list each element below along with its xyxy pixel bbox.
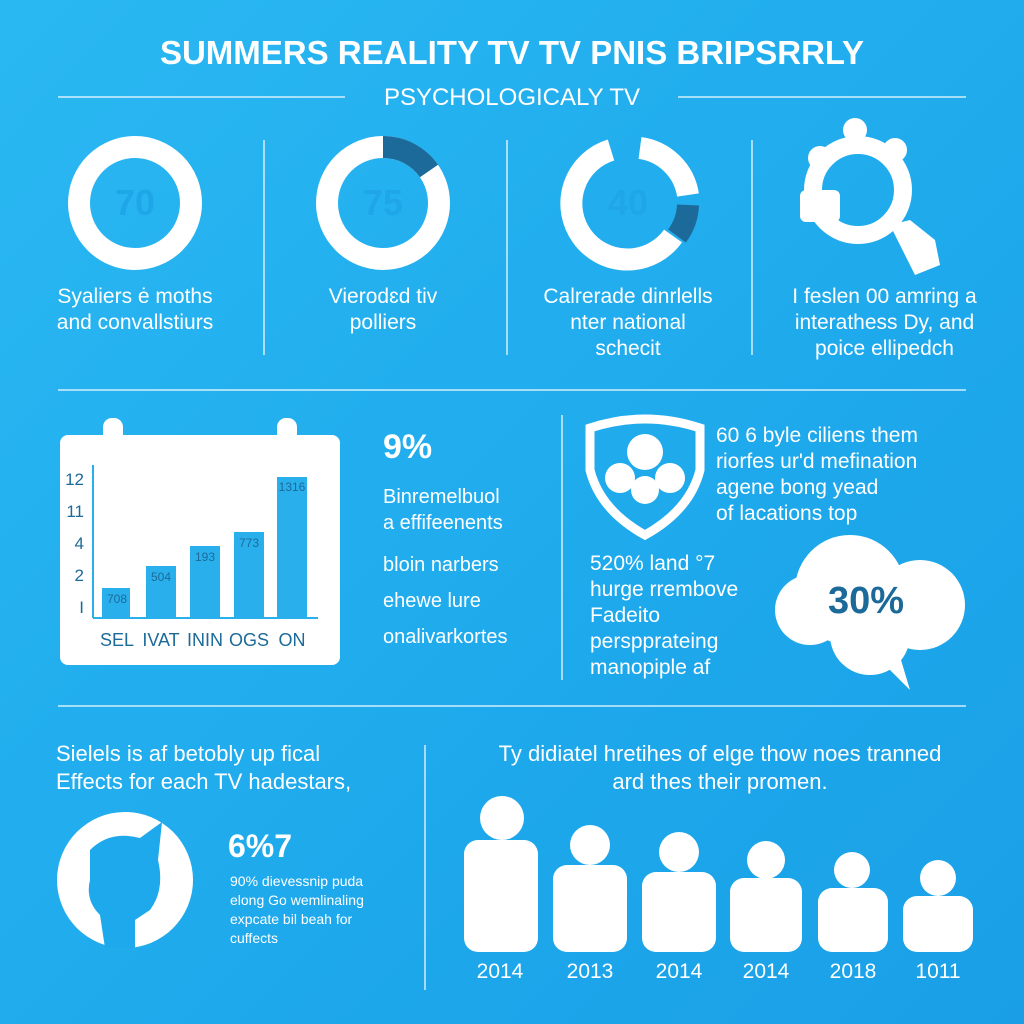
text-line: hurge rrembove: [590, 578, 739, 601]
calendar: [60, 418, 340, 665]
list-item: ehewe lure: [383, 590, 481, 612]
caption-line: poice ellipedch: [815, 337, 954, 360]
text-line: 90% dievessnip puda: [230, 873, 364, 889]
caption-line: I feslen 00 amring a: [792, 285, 977, 308]
list-item: onalivarkortes: [383, 626, 508, 648]
year-label: 2014: [476, 960, 524, 983]
dividers: [58, 96, 966, 990]
cloud: [775, 535, 965, 690]
caption-line: schecit: [595, 337, 661, 360]
y-tick-label: 4: [74, 534, 84, 553]
text-line: riorfes ur'd mefination: [716, 450, 918, 473]
list-headline: 9%: [383, 428, 433, 466]
x-tick-label: ININ: [187, 630, 223, 650]
list-item: Binremelbuol: [383, 486, 500, 508]
text-line: 60 6 byle ciliens them: [716, 424, 918, 447]
text-line: expcate bil beah for: [230, 911, 353, 927]
x-tick-label: SEL: [99, 630, 135, 650]
x-tick-label: OGS: [228, 630, 269, 650]
bottom-right-heading: Ty didiatel hretihes of elge thow noes t…: [440, 740, 1000, 796]
list-item: a effifeenents: [383, 512, 503, 534]
year-label: 2013: [566, 960, 614, 983]
rings: [68, 135, 699, 271]
stat-caption: I feslen 00 amring a interathess Dy, and p…: [752, 284, 1017, 362]
year-label: 1011: [915, 960, 961, 983]
stat-value: 70: [114, 182, 156, 223]
caption-line: Syaliers ė moths: [57, 285, 213, 308]
bar-label: 1316: [278, 480, 306, 494]
x-tick-label: IVAT: [142, 630, 180, 650]
head-icon: [57, 812, 193, 948]
people: [464, 796, 973, 952]
y-tick-label: I: [79, 598, 84, 617]
subtitle: PSYCHOLOGICALY TV: [383, 84, 641, 111]
bar-label: 773: [238, 536, 260, 550]
heading-line: Sielels is af betobly up fical: [56, 741, 321, 766]
bar-label: 708: [106, 592, 128, 606]
bar-label: 504: [150, 570, 172, 584]
title: SUMMERS REALITY TV TV PNIS BRIPSRRLY: [159, 34, 865, 71]
y-tick-label: 2: [74, 566, 84, 585]
y-tick-label: 12: [65, 470, 84, 489]
year-label: 2014: [742, 960, 790, 983]
x-tick-label: ON: [278, 630, 306, 650]
text-line: agene bong yead: [716, 476, 879, 499]
stat-caption: Calrerade dinrlells nter national schecit: [503, 284, 753, 362]
year-label: 2018: [829, 960, 877, 983]
bottom-left-heading: Sielels is af betobly up fical Effects fo…: [56, 740, 351, 796]
list-item: bloin narbers: [383, 554, 499, 576]
caption-line: nter national: [570, 311, 686, 334]
cloud-value: 30%: [828, 580, 905, 622]
stat-value: 75: [362, 182, 404, 223]
heading-line: Ty didiatel hretihes of elge thow noes t…: [498, 741, 942, 766]
text-line: elong Go wemlinaling: [230, 892, 364, 908]
caption-line: interathess Dy, and: [794, 311, 975, 334]
bottom-left-stat: 6%7: [228, 828, 293, 864]
y-tick-label: 11: [66, 502, 84, 521]
heading-line: ard thes their promen.: [612, 769, 828, 794]
text-line: of lacations top: [716, 502, 858, 525]
text-line: perspprateing: [590, 630, 719, 653]
text-line: 520% land °7: [590, 552, 716, 575]
text-line: manopiple af: [590, 656, 711, 679]
text-line: cuffects: [230, 930, 278, 946]
bottom-left-lines: 90% dievessnip puda elong Go wemlinaling e…: [230, 872, 364, 948]
shield-icon: [585, 414, 705, 541]
heading-line: Effects for each TV hadestars,: [56, 769, 352, 794]
caption-line: polliers: [349, 311, 417, 334]
stat-caption: Vierodɛd tiv polliers: [258, 284, 508, 336]
caption-line: and convallstiurs: [56, 311, 214, 334]
stat-value: 40: [607, 182, 649, 223]
text-line: Fadeito: [590, 604, 661, 627]
year-label: 2014: [655, 960, 703, 983]
stat-caption: Syaliers ė moths and convallstiurs: [10, 284, 260, 336]
gear-icon: [800, 118, 940, 275]
caption-line: Calrerade dinrlells: [543, 285, 713, 308]
caption-line: Vierodɛd tiv: [328, 285, 438, 308]
bar-label: 193: [194, 550, 216, 564]
